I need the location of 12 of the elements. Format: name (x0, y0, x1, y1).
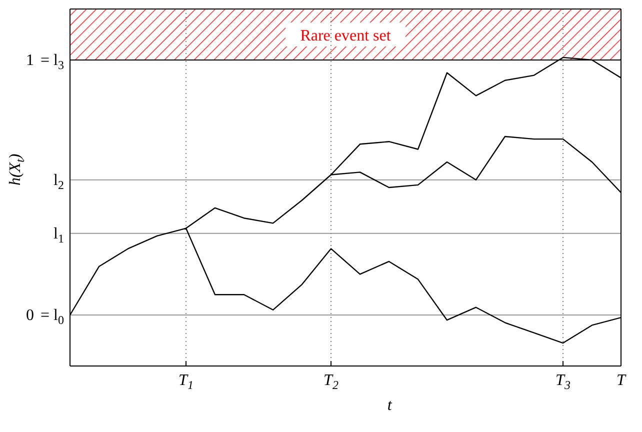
ref-line-label: l$_{2}$ (54, 172, 64, 192)
x-axis-title: t (387, 397, 392, 414)
x-tick-label: T$_{3}$ (556, 372, 570, 392)
ref-line-label: = l$_{0}$ (40, 307, 64, 327)
ref-line-label: l$_{1}$ (54, 225, 64, 245)
x-tick-label: T$_{1}$ (178, 372, 194, 392)
y-tick-label: 0 (26, 307, 34, 324)
y-tick-label: 1 (26, 52, 34, 69)
x-tick-label: T$_{2}$ (324, 372, 338, 392)
band-label: Rare event set (300, 28, 392, 44)
x-tick-label: T (616, 372, 627, 389)
ref-line-label: = l$_{3}$ (40, 52, 64, 72)
